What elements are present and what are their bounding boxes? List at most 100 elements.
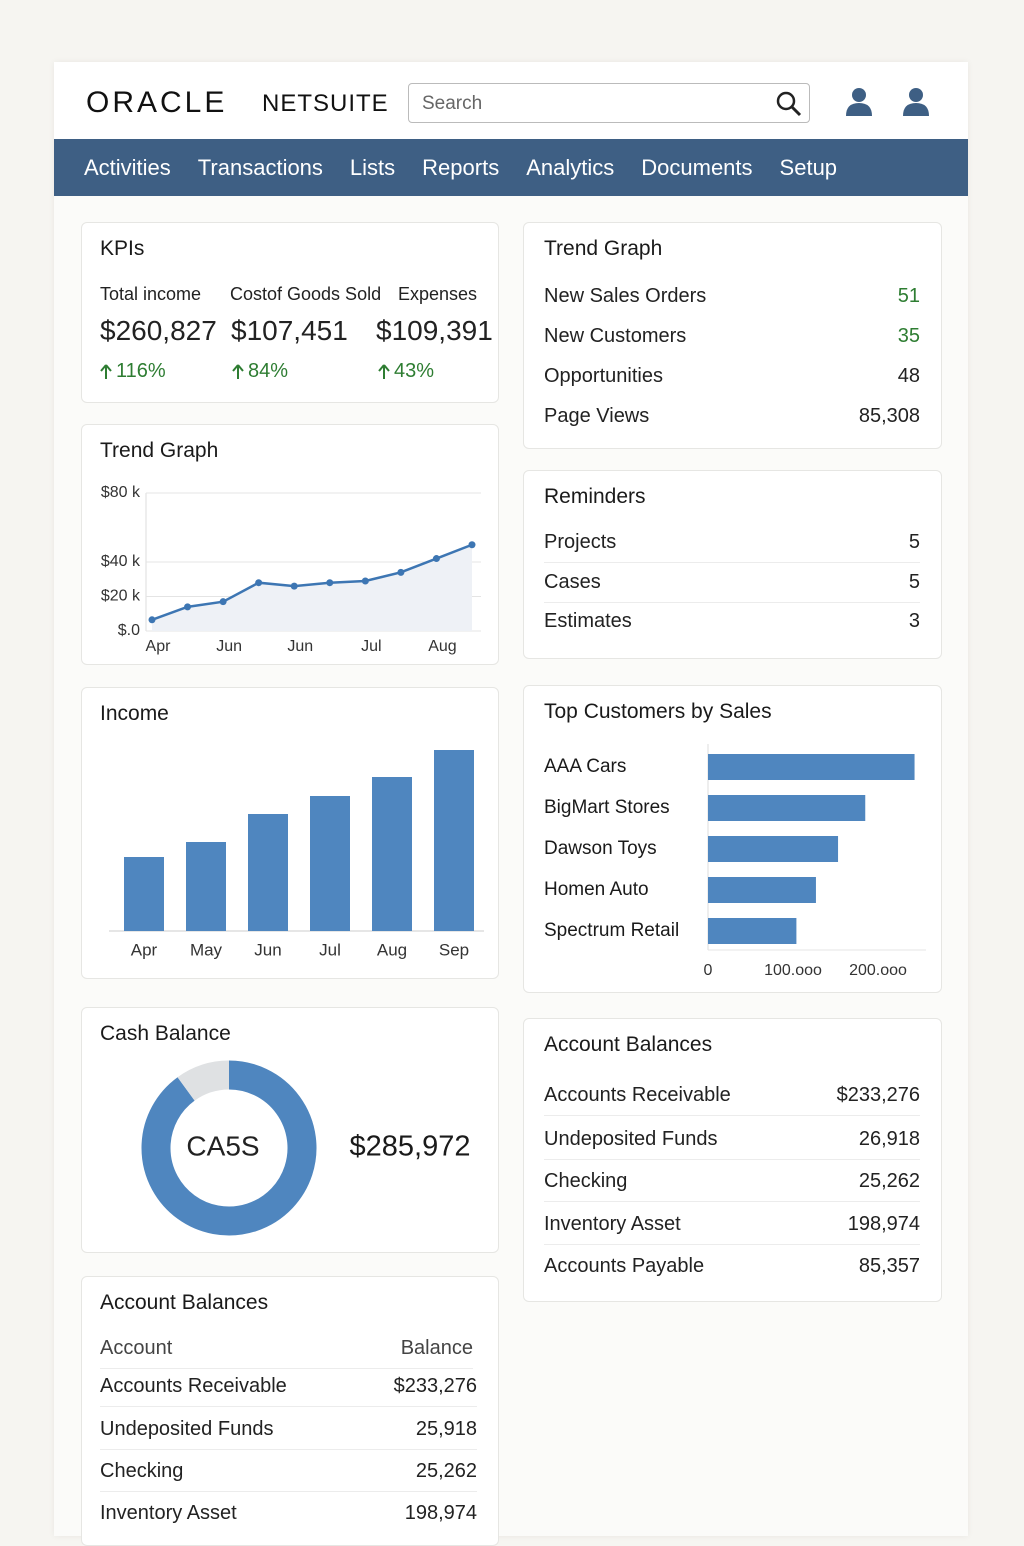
user-icon[interactable]: [901, 86, 931, 118]
row-label: Checking: [100, 1460, 184, 1482]
kpi-card: KPIs Total income $260,827 116% Costof Good…: [81, 222, 499, 403]
cash-balance-card: CA5S $285,972 Cash Balance: [81, 1007, 499, 1253]
card-title: Top Customers by Sales: [544, 700, 772, 723]
x-tick-label: 0: [704, 962, 713, 979]
row-value: 198,974: [847, 1213, 920, 1235]
point: [219, 598, 227, 606]
y-tick-label: $40 k: [101, 553, 141, 570]
up-arrow: [232, 363, 244, 379]
category-label: AAA Cars: [544, 756, 626, 777]
table-row: Inventory Asset 198,974: [100, 1502, 477, 1525]
row-value: 25,262: [858, 1170, 920, 1192]
row-label: Undeposited Funds: [544, 1128, 718, 1150]
account-balances-card: Account Balances Account Balance Accounts …: [81, 1276, 499, 1546]
row-label: Page Views: [544, 405, 650, 427]
chart: $.0 $20 k $40 k $80 k Apr Jun Jun Jul Aug: [101, 484, 481, 655]
nav-item[interactable]: Setup: [779, 154, 838, 180]
row-label: Projects: [544, 531, 617, 553]
search-icon[interactable]: [775, 90, 803, 118]
table-row: Checking 25,262: [544, 1170, 920, 1202]
nav-item[interactable]: Analytics: [526, 154, 615, 180]
kpi-change-value: 43%: [394, 360, 435, 382]
table-row: Undeposited Funds 25,918: [100, 1418, 477, 1450]
table-row: Undeposited Funds 26,918: [544, 1128, 920, 1160]
bar: [708, 918, 797, 944]
nav-item[interactable]: Documents: [641, 154, 753, 180]
x-tick-label: Jun: [287, 638, 313, 655]
x-tick-label: 200.ooo: [849, 962, 907, 979]
category-label: Spectrum Retail: [544, 920, 679, 941]
header-cell: Account: [100, 1337, 173, 1359]
nav-item[interactable]: Activities: [84, 154, 171, 180]
kpi-value: $109,391: [376, 315, 493, 346]
row-value: 25,262: [415, 1460, 477, 1482]
card-title: Cash Balance: [100, 1022, 231, 1045]
kpi-change: 116%: [100, 360, 166, 383]
row-value: 198,974: [404, 1502, 477, 1524]
nav-item[interactable]: Lists: [349, 154, 396, 180]
y-tick-label: $.0: [118, 622, 140, 639]
row-label: New Customers: [544, 325, 687, 347]
kpi-value: $260,827: [100, 315, 217, 346]
x-tick-label: Jul: [361, 638, 381, 655]
row-label: Checking: [544, 1170, 628, 1192]
bar: [372, 777, 412, 931]
x-tick-label: Jun: [254, 940, 281, 959]
row-label: Accounts Receivable: [544, 1084, 731, 1106]
x-tick-label: Jul: [319, 940, 341, 959]
point: [397, 568, 405, 576]
chart: Apr May Jun Jul Aug Sep: [109, 750, 484, 959]
up-arrow: [100, 363, 112, 379]
point: [432, 555, 440, 563]
card-title: Trend Graph: [100, 439, 219, 462]
row-label: Undeposited Funds: [100, 1418, 274, 1440]
category-label: Homen Auto: [544, 879, 649, 900]
nav-item[interactable]: Reports: [422, 154, 500, 180]
row-label: Accounts Payable: [544, 1255, 705, 1277]
table-row: Checking 25,262: [100, 1460, 477, 1492]
x-tick-label: Apr: [146, 638, 172, 655]
point: [290, 582, 298, 590]
x-tick-label: Aug: [428, 638, 456, 655]
x-tick-label: 100.ooo: [764, 962, 822, 979]
row-label: Opportunities: [544, 365, 663, 387]
x-tick-label: Sep: [439, 940, 469, 959]
search-box[interactable]: Search: [408, 83, 810, 123]
table-row: Projects 5: [544, 531, 920, 563]
kpi-change-value: 116%: [116, 360, 166, 382]
table-row: Accounts Receivable $233,276: [100, 1375, 477, 1407]
bar: [124, 857, 164, 931]
table-row: Accounts Payable 85,357: [544, 1255, 920, 1278]
chart: CA5S $285,972: [141, 1060, 470, 1236]
kpi-label: Total income: [100, 284, 202, 304]
x-tick-label: Apr: [131, 940, 158, 959]
row-value: 85,357: [858, 1255, 920, 1277]
reminders-card: Reminders Projects 5 Cases 5 Estimates 3: [523, 470, 942, 659]
bar: [310, 796, 350, 931]
table-row: Estimates 3: [544, 610, 920, 633]
card-title: Income: [100, 702, 169, 725]
nav-bar: Activities Transactions Lists Reports Analyt…: [54, 139, 968, 196]
category-label: BigMart Stores: [544, 797, 670, 818]
y-tick-label: $80 k: [101, 484, 141, 501]
table-row: Cases 5: [544, 571, 920, 603]
row-value: 48: [897, 365, 920, 387]
card-title: Account Balances: [100, 1291, 269, 1314]
nav-item[interactable]: Transactions: [197, 154, 323, 180]
row-value: 35: [897, 325, 920, 347]
point: [468, 541, 476, 549]
user-icon[interactable]: [844, 86, 874, 118]
row-value: 25,918: [415, 1418, 477, 1440]
card-title: Trend Graph: [544, 237, 663, 260]
chart: 0 100.ooo 200.ooo AAA Cars BigMart Stores Daw…: [544, 744, 926, 979]
row-value: 3: [908, 610, 920, 632]
header: ORACLE NETSUITE Search: [54, 62, 968, 139]
search-placeholder: Search: [422, 93, 483, 114]
trend-summary-card: Trend Graph New Sales Orders 51 New Custom…: [523, 222, 942, 449]
bar: [708, 877, 816, 903]
row-value: $233,276: [836, 1084, 920, 1106]
kpi-label: Expenses: [398, 284, 478, 304]
bar: [708, 754, 915, 780]
row-label: Cases: [544, 571, 601, 593]
